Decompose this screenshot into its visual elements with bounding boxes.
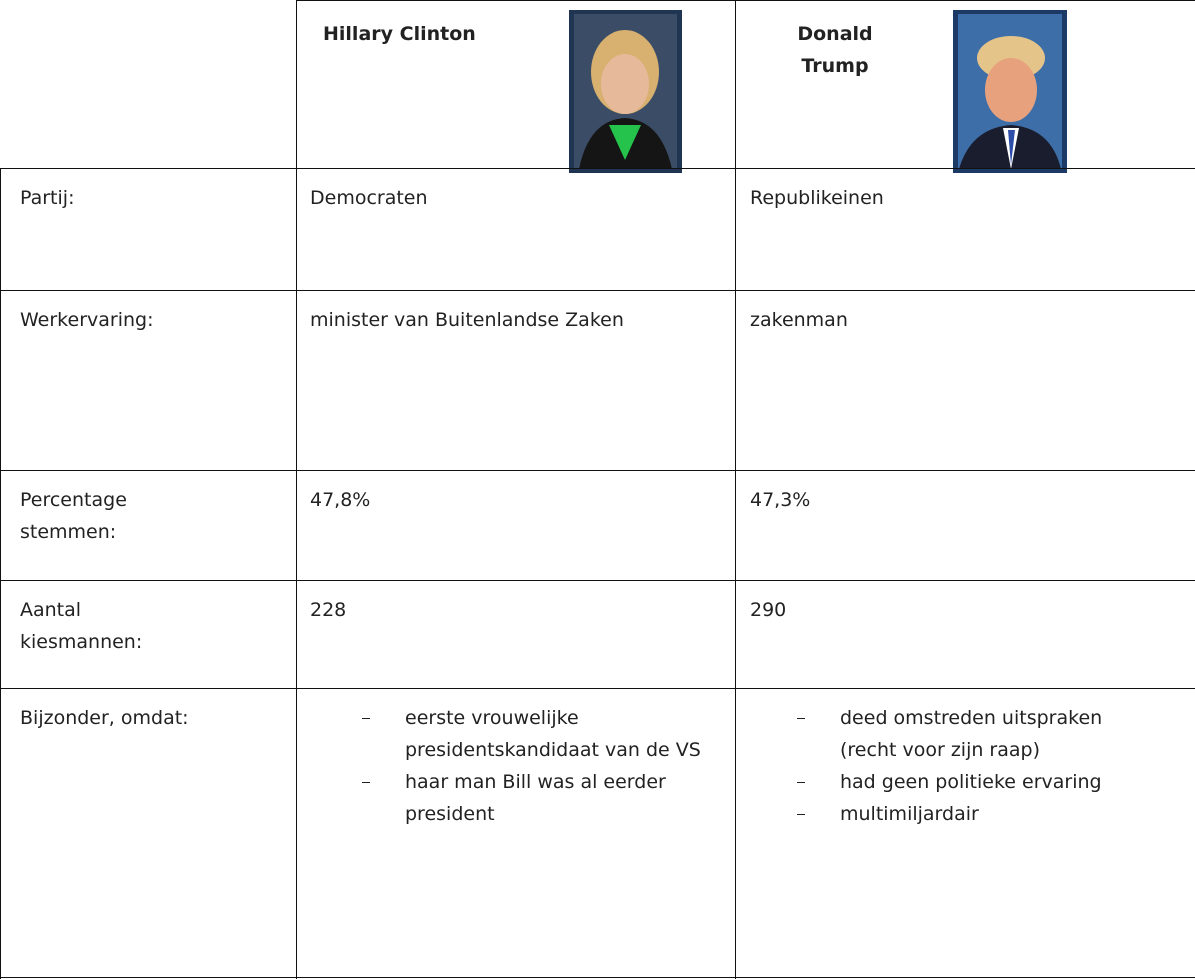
bullet-marker	[797, 782, 805, 783]
table-cell: 47,8%	[310, 484, 690, 516]
table-cell: 290	[750, 594, 1150, 626]
table-cell: Aantal kiesmannen:	[20, 594, 205, 658]
table-cell: Partij:	[20, 182, 205, 214]
bullet-marker	[797, 718, 805, 719]
bullet-item: multimiljardair	[840, 798, 1120, 830]
table-cell: Republikeinen	[750, 182, 1150, 214]
bullet-list: eerste vrouwelijke presidentskandidaat v…	[405, 702, 705, 830]
bullet-item: haar man Bill was al eerder president	[405, 766, 705, 830]
table-border	[0, 580, 1195, 581]
table-cell: Bijzonder, omdat:	[20, 702, 205, 734]
table-border	[296, 0, 297, 979]
table-cell: 47,3%	[750, 484, 1150, 516]
table-border	[0, 168, 1195, 169]
candidate-name: Donald Trump	[770, 18, 900, 82]
bullet-item: had geen politieke ervaring	[840, 766, 1120, 798]
table-border	[296, 0, 1195, 1]
bullet-item: deed omstreden uitspraken (recht voor zi…	[840, 702, 1120, 766]
bullet-marker	[362, 782, 370, 783]
page: Hillary Clinton Donald Trump Partij: Demo…	[0, 0, 1195, 979]
table-border	[0, 688, 1195, 689]
table-border	[0, 470, 1195, 471]
bullet-marker	[362, 718, 370, 719]
table-border	[0, 290, 1195, 291]
table-cell: Democraten	[310, 182, 690, 214]
bullet-item: eerste vrouwelijke presidentskandidaat v…	[405, 702, 705, 766]
photo	[569, 10, 682, 173]
candidate-name: Hillary Clinton	[323, 18, 476, 50]
table-cell: 228	[310, 594, 690, 626]
table-border	[0, 977, 1195, 978]
bullet-marker	[797, 814, 805, 815]
table-border	[735, 0, 736, 979]
table-cell: zakenman	[750, 304, 1150, 336]
table-cell: Percentage stemmen:	[20, 484, 205, 548]
bullet-list: deed omstreden uitspraken (recht voor zi…	[840, 702, 1120, 830]
photo	[953, 10, 1067, 173]
table-cell: minister van Buitenlandse Zaken	[310, 304, 690, 336]
table-cell: Werkervaring:	[20, 304, 205, 336]
